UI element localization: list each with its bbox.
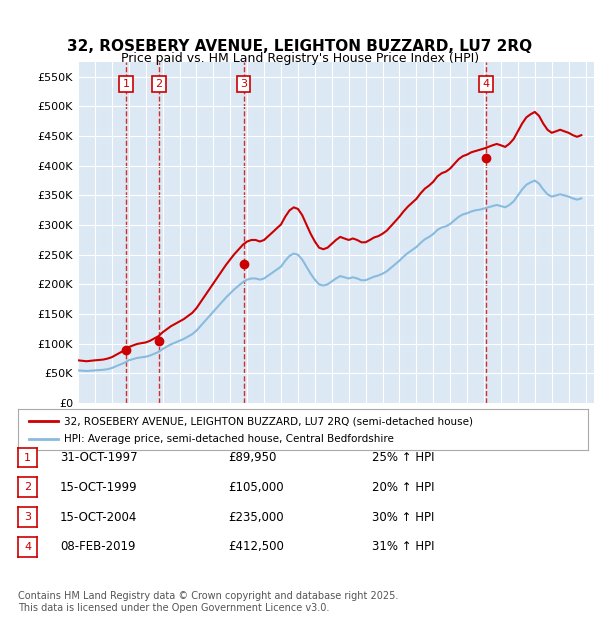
Text: 1: 1 [122, 79, 130, 89]
Text: 2: 2 [155, 79, 163, 89]
Text: 08-FEB-2019: 08-FEB-2019 [60, 541, 136, 553]
Text: 25% ↑ HPI: 25% ↑ HPI [372, 451, 434, 464]
Text: 32, ROSEBERY AVENUE, LEIGHTON BUZZARD, LU7 2RQ (semi-detached house): 32, ROSEBERY AVENUE, LEIGHTON BUZZARD, L… [64, 416, 473, 427]
Text: Contains HM Land Registry data © Crown copyright and database right 2025.
This d: Contains HM Land Registry data © Crown c… [18, 591, 398, 613]
Text: £105,000: £105,000 [228, 481, 284, 494]
Text: £89,950: £89,950 [228, 451, 277, 464]
Text: 20% ↑ HPI: 20% ↑ HPI [372, 481, 434, 494]
Text: 3: 3 [240, 79, 247, 89]
Text: 2: 2 [24, 482, 31, 492]
Text: 4: 4 [482, 79, 490, 89]
Text: HPI: Average price, semi-detached house, Central Bedfordshire: HPI: Average price, semi-detached house,… [64, 435, 394, 445]
Text: 30% ↑ HPI: 30% ↑ HPI [372, 511, 434, 523]
Text: Price paid vs. HM Land Registry's House Price Index (HPI): Price paid vs. HM Land Registry's House … [121, 52, 479, 64]
Text: 15-OCT-2004: 15-OCT-2004 [60, 511, 137, 523]
Text: £235,000: £235,000 [228, 511, 284, 523]
Text: 31% ↑ HPI: 31% ↑ HPI [372, 541, 434, 553]
Text: 31-OCT-1997: 31-OCT-1997 [60, 451, 137, 464]
Text: 4: 4 [24, 542, 31, 552]
Text: £412,500: £412,500 [228, 541, 284, 553]
Text: 32, ROSEBERY AVENUE, LEIGHTON BUZZARD, LU7 2RQ: 32, ROSEBERY AVENUE, LEIGHTON BUZZARD, L… [67, 39, 533, 54]
Text: 15-OCT-1999: 15-OCT-1999 [60, 481, 137, 494]
Text: 1: 1 [24, 453, 31, 463]
Text: 3: 3 [24, 512, 31, 522]
